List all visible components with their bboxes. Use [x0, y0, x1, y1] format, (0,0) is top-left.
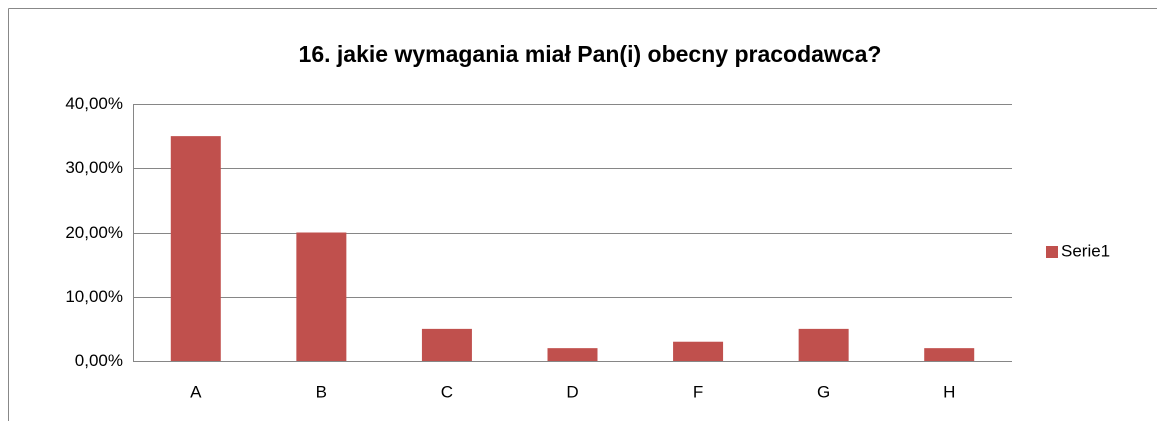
x-tick-label: F	[693, 382, 703, 401]
y-tick-label: 10,00%	[65, 287, 123, 306]
x-tick-label: D	[566, 382, 578, 401]
y-tick-label: 0,00%	[75, 351, 123, 370]
bar	[421, 328, 472, 361]
x-tick-label: H	[943, 382, 955, 401]
bar	[673, 341, 724, 361]
bar	[296, 232, 347, 361]
x-tick-label: B	[316, 382, 327, 401]
x-tick-label: C	[441, 382, 453, 401]
bar	[798, 328, 849, 361]
legend-label: Serie1	[1061, 241, 1110, 260]
chart-title: 16. jakie wymagania miał Pan(i) obecny p…	[299, 41, 882, 67]
x-tick-label: G	[817, 382, 830, 401]
y-tick-label: 20,00%	[65, 223, 123, 242]
x-tick-label: A	[190, 382, 202, 401]
bar	[170, 136, 221, 361]
bar	[547, 348, 598, 361]
bar	[924, 348, 975, 361]
y-tick-label: 40,00%	[65, 94, 123, 113]
y-tick-label: 30,00%	[65, 158, 123, 177]
legend-swatch	[1046, 246, 1058, 258]
